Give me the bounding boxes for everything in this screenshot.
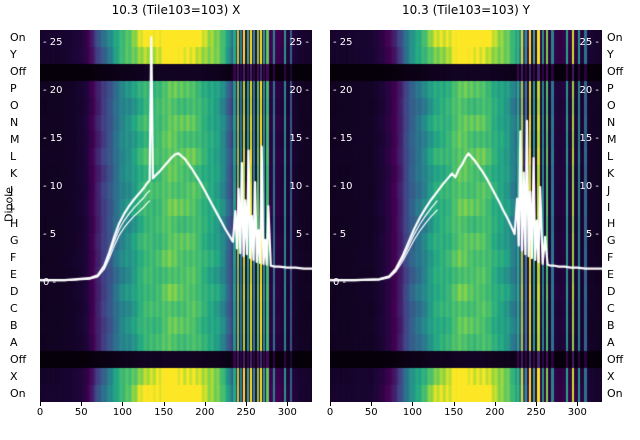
dipole-row-label-left: M: [10, 132, 20, 146]
power-tick-label-right: 25 -: [289, 37, 309, 48]
dipole-row-label-right: Y: [607, 48, 614, 62]
power-tick-label-right: 20 -: [289, 85, 309, 96]
x-tick-mark: [163, 402, 165, 406]
dipole-row-label-right: I: [607, 200, 611, 214]
plot-title-x: 10.3 (Tile103=103) X: [111, 3, 241, 17]
plot-title-y: 10.3 (Tile103=103) Y: [402, 3, 530, 17]
dipole-row-label-right: O: [607, 99, 616, 113]
dipole-row-label-left: K: [10, 166, 18, 180]
dipole-row-label-left: L: [10, 149, 17, 163]
power-tick-label-right: 5 -: [295, 229, 309, 240]
dipole-row-label-right: Off: [607, 65, 624, 79]
dipole-row-label-right: D: [607, 285, 616, 299]
power-tick-label-left: - 5: [333, 229, 347, 240]
x-tick-mark: [494, 402, 496, 406]
dipole-row-label-left: On: [10, 31, 26, 45]
x-tick-mark: [453, 402, 455, 406]
x-tick-mark: [371, 402, 373, 406]
power-tick-label-left: - 5: [43, 229, 57, 240]
x-tick-mark: [204, 402, 206, 406]
dipole-row-label-left: A: [10, 335, 18, 349]
x-tick-mark: [536, 402, 538, 406]
dipole-row-label-left: X: [10, 369, 18, 383]
x-tick-label: 250: [526, 407, 546, 418]
x-tick-mark: [246, 402, 248, 406]
power-tick-label-left: - 15: [43, 133, 63, 144]
dipole-row-label-left: C: [10, 302, 18, 315]
dipole-row-label-left: I: [10, 200, 14, 214]
power-tick-label-right: 15 -: [579, 133, 599, 144]
power-tick-label-left: 0 -: [43, 277, 57, 288]
dipole-row-label-left: Off: [10, 65, 27, 79]
dipole-row-label-left: E: [10, 268, 17, 282]
power-tick-label-left: - 10: [333, 181, 353, 192]
dipole-row-label-right: J: [607, 183, 611, 197]
dipole-row-label-left: J: [10, 183, 14, 197]
dipole-row-label-right: H: [607, 217, 616, 231]
x-tick-label: 300: [277, 407, 297, 418]
dipole-row-label-left: P: [10, 82, 17, 96]
dipole-row-label-right: A: [607, 335, 615, 349]
x-tick-mark: [577, 402, 579, 406]
heatmap-canvas-y: [330, 30, 602, 402]
x-tick-label: 50: [364, 407, 378, 418]
dipole-row-label-left: H: [10, 217, 19, 231]
x-tick-mark: [330, 402, 331, 406]
dipole-row-label-left: B: [10, 318, 18, 332]
power-tick-label-right: 25 -: [579, 37, 599, 48]
x-tick-label: 250: [236, 407, 256, 418]
x-tick-label: 50: [74, 407, 88, 418]
dipole-row-label-left: Y: [10, 48, 17, 62]
x-tick-mark: [122, 402, 124, 406]
dipole-row-label-right: F: [607, 251, 614, 265]
dipole-row-label-left: F: [10, 251, 17, 265]
dipole-row-label-right: K: [607, 166, 615, 180]
dipole-row-label-right: Off: [607, 352, 624, 366]
dipole-row-label-right: M: [607, 132, 617, 146]
x-tick-mark: [412, 402, 414, 406]
x-tick-label: 100: [402, 407, 422, 418]
heatmap-canvas-x: [40, 30, 312, 402]
x-tick-label: 0: [326, 407, 334, 418]
dipole-row-label-right: B: [607, 318, 615, 332]
dipole-row-label-left: On: [10, 386, 26, 400]
dipole-row-label-left: N: [10, 116, 19, 129]
x-tick-label: 300: [567, 407, 587, 418]
dipole-row-label-right: P: [607, 82, 614, 96]
x-tick-mark: [287, 402, 289, 406]
dipole-row-label-right: X: [607, 369, 615, 383]
dipole-row-label-left: G: [10, 234, 19, 248]
dipole-row-label-right: On: [607, 31, 623, 45]
x-tick-label: 100: [112, 407, 132, 418]
power-tick-label-left: - 25: [43, 37, 63, 48]
x-tick-label: 200: [195, 407, 215, 418]
power-tick-label-right: 5 -: [585, 229, 599, 240]
dipole-row-label-left: Off: [10, 352, 27, 366]
dipole-row-label-right: E: [607, 268, 614, 282]
dipole-row-label-right: L: [607, 149, 614, 163]
dipole-row-label-right: N: [607, 116, 616, 129]
x-tick-label: 150: [444, 407, 464, 418]
power-tick-label-left: - 25: [333, 37, 353, 48]
x-tick-label: 200: [485, 407, 505, 418]
power-tick-label-left: 0 -: [333, 277, 347, 288]
dipole-row-label-left: D: [10, 285, 19, 299]
dipole-row-label-right: G: [607, 234, 616, 248]
power-tick-label-right: 15 -: [289, 133, 309, 144]
x-tick-label: 0: [36, 407, 44, 418]
x-tick-label: 150: [154, 407, 174, 418]
power-tick-label-left: - 10: [43, 181, 63, 192]
power-tick-label-right: 20 -: [579, 85, 599, 96]
x-tick-mark: [40, 402, 41, 406]
power-tick-label-right: 10 -: [579, 181, 599, 192]
dipole-row-label-left: O: [10, 99, 19, 113]
power-tick-label-right: 10 -: [289, 181, 309, 192]
power-tick-label-left: - 15: [333, 133, 353, 144]
power-tick-label-left: - 20: [43, 85, 63, 96]
x-tick-mark: [81, 402, 83, 406]
dipole-row-label-right: C: [607, 302, 615, 315]
power-tick-label-left: - 20: [333, 85, 353, 96]
dipole-row-label-right: On: [607, 386, 623, 400]
